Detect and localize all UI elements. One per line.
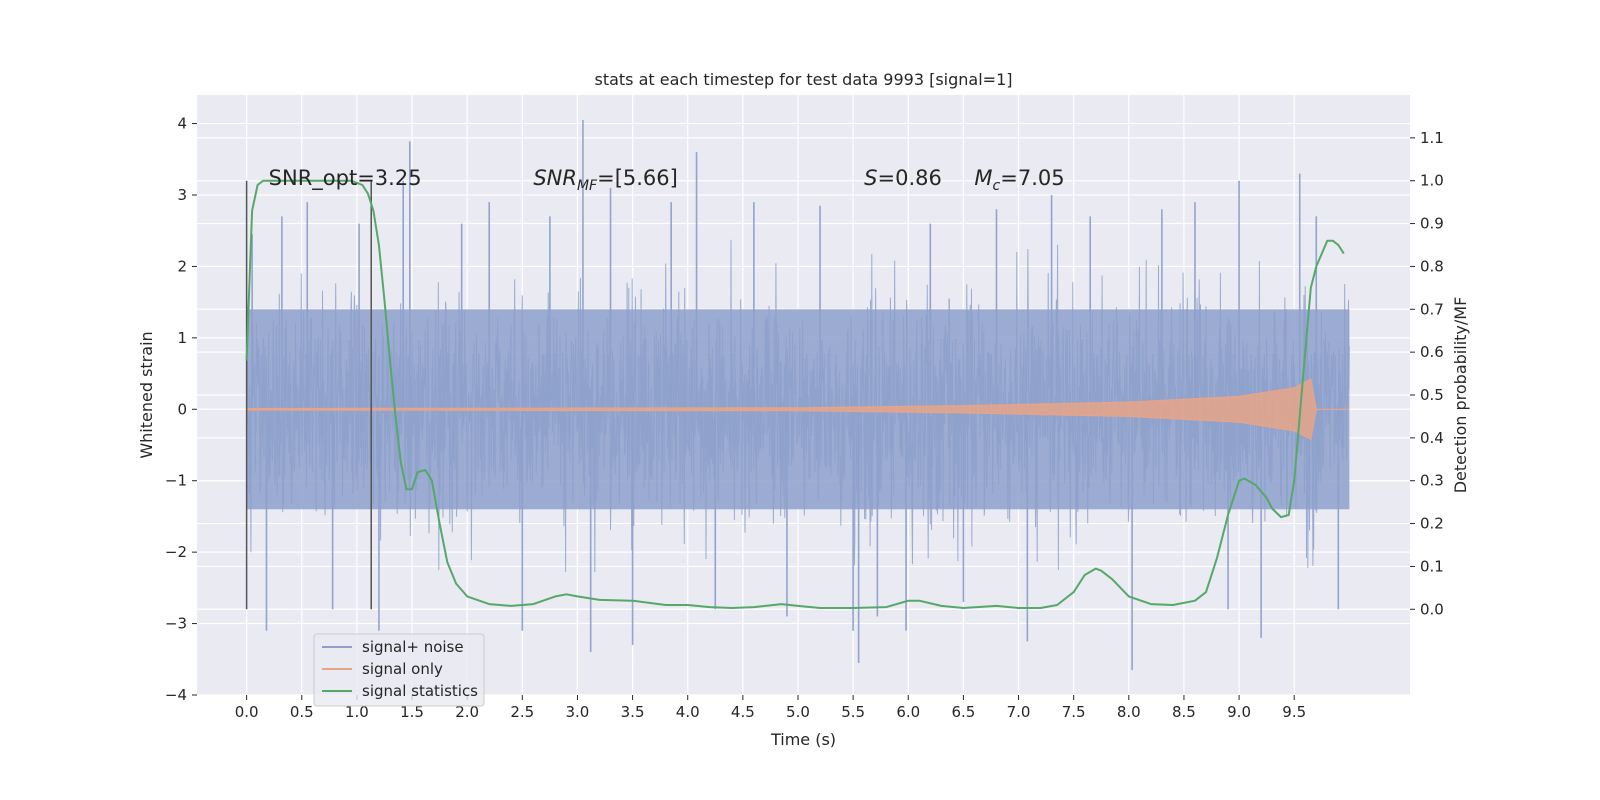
y2-tick-label: 0.7	[1420, 300, 1444, 318]
y-tick-label: −1	[165, 472, 187, 490]
y2-tick-label: 1.1	[1420, 129, 1444, 147]
y2-tick-label: 0.8	[1420, 257, 1444, 275]
y-tick-label: 2	[177, 257, 187, 275]
legend-label-signal-noise: signal+ noise	[362, 638, 464, 656]
x-tick-label: 6.5	[951, 703, 975, 721]
legend-box	[313, 633, 485, 707]
y2-tick-label: 0.5	[1420, 386, 1444, 404]
y2-tick-label: 0.1	[1420, 557, 1444, 575]
x-axis-ticks: 0.0 0.5 1.0 1.5 2.0 2.5 3.0 3.5 4.0 4.5 5.0 5.5 6.0 6…	[235, 695, 1306, 721]
y-tick-label: −2	[165, 543, 187, 561]
y-tick-label: −4	[165, 686, 187, 704]
x-tick-label: 2.0	[455, 703, 479, 721]
x-tick-label: 3.5	[621, 703, 645, 721]
annotations: SNR_opt=3.25 SNRMF=[5.66] S=0.86 Mc=7.05	[269, 166, 1065, 194]
y2-tick-label: 0.6	[1420, 343, 1444, 361]
y-axis-label: Whitened strain	[137, 331, 156, 458]
annotation-snr-mf: SNRMF=[5.66]	[533, 166, 678, 194]
y2-tick-label: 0.0	[1420, 600, 1444, 618]
y-tick-label: 0	[177, 400, 187, 418]
signal-statistics-line	[245, 179, 1345, 609]
x-tick-label: 2.5	[510, 703, 534, 721]
x-tick-label: 4.0	[676, 703, 700, 721]
x-tick-label: 7.0	[1007, 703, 1031, 721]
y2-tick-label: 0.9	[1420, 215, 1444, 233]
y2-axis-ticks: 0.0 0.1 0.2 0.3 0.4 0.5 0.6 0.7 0.8 0.9 1.0 1.1	[1410, 129, 1444, 618]
annotation-snr-opt: SNR_opt=3.25	[269, 166, 422, 191]
x-tick-label: 5.5	[841, 703, 865, 721]
vertical-markers	[245, 180, 372, 610]
legend: signal+ noise signal only signal statist…	[313, 633, 485, 707]
y-tick-label: 1	[177, 329, 187, 347]
y2-tick-label: 1.0	[1420, 172, 1444, 190]
legend-label-signal-only: signal only	[362, 660, 443, 678]
x-tick-label: 1.0	[345, 703, 369, 721]
x-tick-label: 8.5	[1172, 703, 1196, 721]
x-tick-label: 6.0	[896, 703, 920, 721]
x-tick-label: 3.0	[566, 703, 590, 721]
x-tick-label: 0.5	[290, 703, 314, 721]
signal-only-trace	[246, 378, 1350, 441]
y-tick-label: 4	[177, 115, 187, 133]
x-tick-label: 5.0	[786, 703, 810, 721]
x-axis-label: Time (s)	[770, 730, 836, 749]
y-tick-label: 3	[177, 186, 187, 204]
series-signal-only	[246, 378, 1350, 441]
y2-tick-label: 0.4	[1420, 429, 1444, 447]
x-tick-label: 0.0	[235, 703, 259, 721]
legend-label-signal-statistics: signal statistics	[362, 682, 478, 700]
x-tick-label: 1.5	[400, 703, 424, 721]
y2-axis-label: Detection probability/MF	[1451, 297, 1470, 494]
y2-tick-label: 0.2	[1420, 515, 1444, 533]
x-tick-label: 7.5	[1062, 703, 1086, 721]
series-signal-statistics	[245, 179, 1345, 609]
chart-title: stats at each timestep for test data 999…	[594, 70, 1012, 89]
annotation-s: S=0.86	[864, 166, 942, 190]
y2-tick-label: 0.3	[1420, 472, 1444, 490]
y-tick-label: −3	[165, 615, 187, 633]
x-tick-label: 8.0	[1117, 703, 1141, 721]
y-axis-ticks: −4 −3 −2 −1 0 1 2 3 4	[165, 115, 197, 704]
annotation-mc: Mc=7.05	[974, 166, 1064, 194]
x-tick-label: 9.0	[1227, 703, 1251, 721]
x-tick-label: 4.5	[731, 703, 755, 721]
x-tick-label: 9.5	[1282, 703, 1306, 721]
